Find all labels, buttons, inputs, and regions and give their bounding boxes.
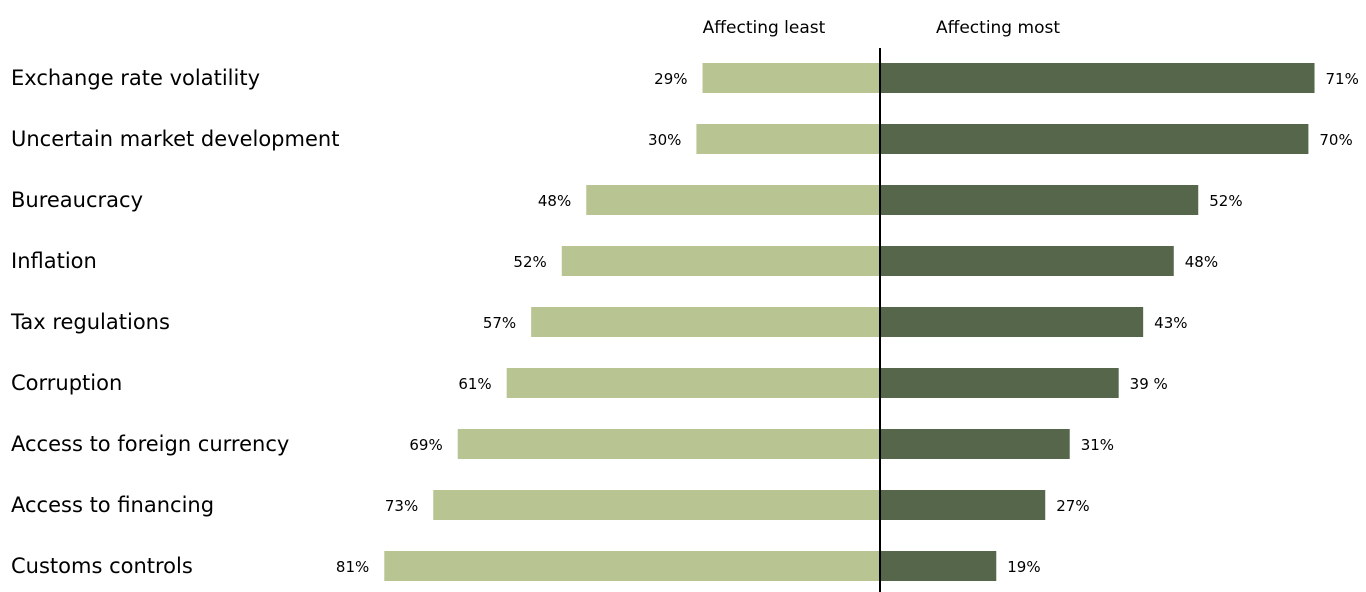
- bar-affecting-least: [457, 429, 880, 459]
- bar-affecting-most: [880, 429, 1070, 459]
- bar-affecting-most: [880, 368, 1119, 398]
- value-label-affecting-most: 71%: [1326, 70, 1359, 88]
- value-label-affecting-least: 73%: [385, 497, 418, 515]
- category-label: Corruption: [11, 371, 122, 395]
- value-label-affecting-least: 48%: [538, 192, 571, 210]
- category-label: Uncertain market development: [11, 127, 339, 151]
- legend-label-affecting-most: Affecting most: [936, 18, 1060, 38]
- category-label: Inflation: [11, 249, 97, 273]
- category-label: Tax regulations: [10, 310, 170, 334]
- bar-affecting-least: [586, 185, 880, 215]
- bar-affecting-most: [880, 490, 1046, 520]
- bar-affecting-least: [506, 368, 880, 398]
- bar-affecting-most: [880, 124, 1309, 154]
- category-label: Access to foreign currency: [11, 432, 289, 456]
- category-label: Access to financing: [11, 493, 214, 517]
- bar-affecting-most: [880, 551, 997, 581]
- bar-affecting-least: [696, 124, 880, 154]
- value-label-affecting-most: 48%: [1185, 253, 1218, 271]
- value-label-affecting-most: 70%: [1319, 131, 1352, 149]
- value-label-affecting-least: 61%: [458, 375, 491, 393]
- bar-affecting-most: [880, 246, 1174, 276]
- value-label-affecting-least: 81%: [336, 558, 369, 576]
- value-label-affecting-most: 27%: [1056, 497, 1089, 515]
- value-label-affecting-most: 52%: [1209, 192, 1242, 210]
- bar-affecting-least: [384, 551, 880, 581]
- legend-label-affecting-least: Affecting least: [703, 18, 826, 38]
- value-label-affecting-most: 43%: [1154, 314, 1187, 332]
- category-label: Bureaucracy: [11, 188, 143, 212]
- bar-affecting-least: [433, 490, 880, 520]
- value-label-affecting-least: 29%: [654, 70, 687, 88]
- bar-affecting-most: [880, 307, 1144, 337]
- bar-affecting-least: [561, 246, 880, 276]
- bar-affecting-most: [880, 63, 1315, 93]
- value-label-affecting-most: 39 %: [1130, 375, 1168, 393]
- value-label-affecting-least: 52%: [513, 253, 546, 271]
- bar-affecting-most: [880, 185, 1199, 215]
- value-label-affecting-least: 69%: [409, 436, 442, 454]
- value-label-affecting-most: 31%: [1081, 436, 1114, 454]
- value-label-affecting-least: 57%: [483, 314, 516, 332]
- value-label-affecting-most: 19%: [1007, 558, 1040, 576]
- category-label: Exchange rate volatility: [11, 66, 260, 90]
- value-label-affecting-least: 30%: [648, 131, 681, 149]
- bar-affecting-least: [702, 63, 880, 93]
- bar-affecting-least: [531, 307, 880, 337]
- category-label: Customs controls: [11, 554, 193, 578]
